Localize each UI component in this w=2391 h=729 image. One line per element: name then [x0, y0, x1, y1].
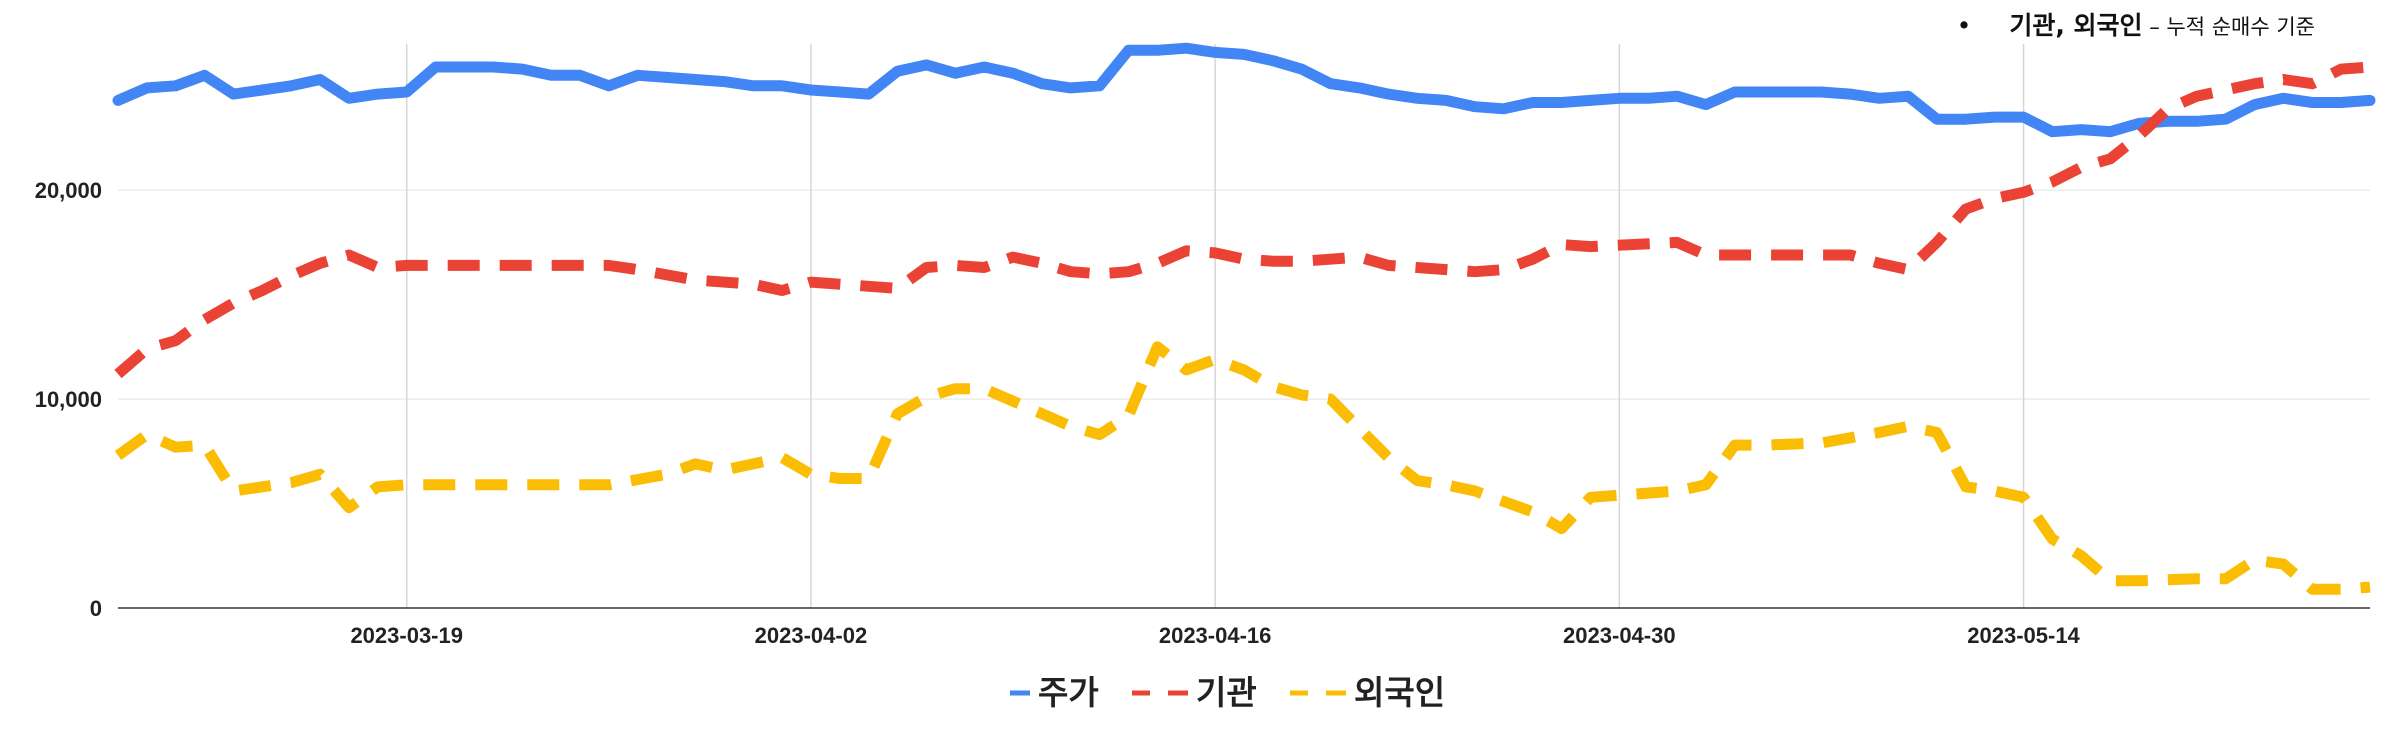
legend: 주가 기관 외국인 [1010, 673, 1445, 712]
note-emphasis: 기관, 외국인 [2009, 11, 2143, 40]
y-tick-label: 10,000 [35, 387, 102, 412]
x-axis-ticks: 2023-03-19 2023-04-02 2023-04-16 2023-04-30… [350, 623, 2080, 648]
legend-label: 주가 [1038, 673, 1099, 712]
y-tick-label: 0 [90, 596, 102, 621]
x-tick-label: 2023-04-02 [755, 623, 868, 648]
legend-label: 외국인 [1354, 673, 1445, 712]
y-tick-label: 20,000 [35, 178, 102, 203]
note-bullet: • [1956, 11, 1972, 40]
legend-label: 기관 [1196, 673, 1257, 712]
series-line-3 [114, 341, 2371, 595]
chart-note: • 기관, 외국인 – 누적 순매수 기준 [1957, 6, 2315, 42]
y-axis-ticks: 0 10,000 20,000 [35, 178, 102, 621]
series-lines [112, 42, 2376, 595]
x-tick-label: 2023-03-19 [350, 623, 463, 648]
x-tick-label: 2023-05-14 [1967, 623, 2080, 648]
note-rest: – 누적 순매수 기준 [2142, 15, 2315, 39]
gridlines [118, 44, 2370, 608]
x-tick-label: 2023-04-30 [1563, 623, 1676, 648]
x-tick-label: 2023-04-16 [1159, 623, 1272, 648]
series-line-2 [114, 61, 2371, 379]
series-line-1 [112, 42, 2376, 138]
